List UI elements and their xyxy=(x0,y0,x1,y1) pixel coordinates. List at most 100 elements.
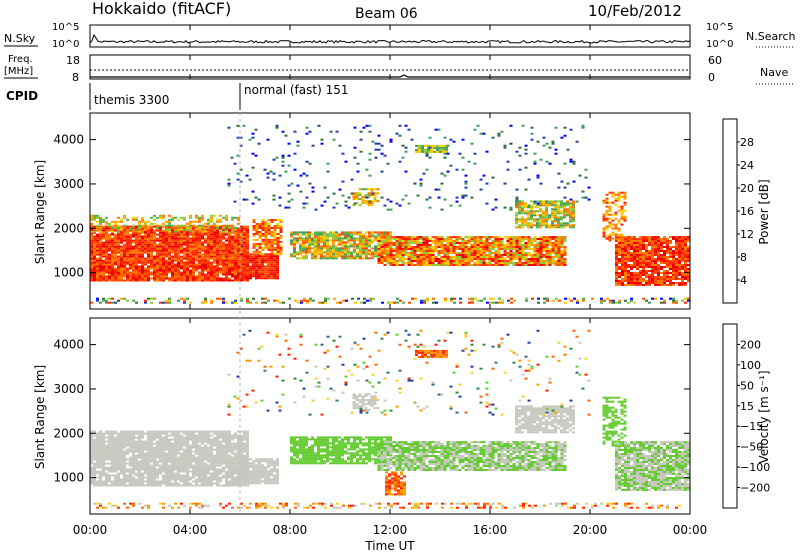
data-cell xyxy=(168,241,171,244)
data-cell xyxy=(536,202,540,205)
data-cell xyxy=(162,275,165,278)
data-cell xyxy=(326,239,329,242)
data-cell xyxy=(377,260,381,262)
data-cell xyxy=(560,136,564,139)
data-cell xyxy=(108,249,111,252)
data-cell xyxy=(347,247,350,250)
data-cell xyxy=(156,251,159,254)
data-cell xyxy=(180,251,183,254)
data-cell xyxy=(627,244,630,246)
data-cell xyxy=(102,448,105,451)
data-cell xyxy=(413,256,417,258)
data-cell xyxy=(117,249,120,252)
data-cell xyxy=(252,242,256,245)
data-cell xyxy=(684,256,687,258)
data-cell xyxy=(398,124,402,127)
data-cell xyxy=(120,265,123,268)
data-cell xyxy=(675,246,678,248)
data-cell xyxy=(350,178,354,181)
data-cell xyxy=(326,233,329,236)
data-cell xyxy=(515,222,518,225)
data-cell xyxy=(554,206,557,209)
data-cell xyxy=(380,170,384,173)
data-cell xyxy=(440,264,444,266)
data-cell xyxy=(536,242,540,244)
data-cell xyxy=(605,235,609,238)
data-cell xyxy=(162,253,165,256)
data-cell xyxy=(657,264,660,266)
data-cell xyxy=(219,243,222,246)
data-cell xyxy=(431,262,435,264)
data-cell xyxy=(159,253,162,256)
data-cell xyxy=(93,214,96,217)
data-cell xyxy=(675,272,678,274)
data-cell xyxy=(455,248,459,250)
data-cell xyxy=(252,219,256,221)
data-cell xyxy=(554,260,558,262)
data-cell xyxy=(539,236,543,239)
data-cell xyxy=(240,279,243,282)
data-cell xyxy=(102,251,105,254)
data-cell xyxy=(554,210,557,213)
data-cell xyxy=(296,233,299,236)
data-cell xyxy=(497,242,501,244)
data-cell xyxy=(675,252,678,254)
data-cell xyxy=(105,474,108,477)
data-cell xyxy=(243,225,246,228)
data-cell xyxy=(201,249,204,252)
data-cell xyxy=(111,440,114,443)
data-cell xyxy=(198,265,201,268)
data-cell xyxy=(467,240,471,242)
data-cell xyxy=(186,235,189,238)
data-cell xyxy=(633,258,636,260)
data-cell xyxy=(518,264,522,266)
data-cell xyxy=(344,233,347,236)
data-cell xyxy=(102,277,105,280)
data-cell xyxy=(117,237,120,240)
data-cell xyxy=(648,250,651,252)
data-cell xyxy=(192,263,195,266)
data-cell xyxy=(621,244,624,246)
data-cell xyxy=(467,262,471,264)
data-cell xyxy=(666,240,669,242)
data-cell xyxy=(254,196,258,199)
data-cell xyxy=(237,245,240,248)
data-cell xyxy=(320,257,323,260)
data-cell xyxy=(120,233,123,236)
data-cell xyxy=(192,267,195,270)
data-cell xyxy=(576,299,579,302)
data-cell xyxy=(135,243,138,246)
data-cell xyxy=(293,241,296,244)
data-cell xyxy=(482,250,486,252)
data-cell xyxy=(539,258,543,260)
data-cell xyxy=(123,247,126,250)
data-cell xyxy=(90,263,93,266)
data-cell xyxy=(117,261,120,264)
data-cell xyxy=(470,246,474,248)
data-cell xyxy=(99,216,102,219)
data-cell xyxy=(398,134,402,137)
data-cell xyxy=(168,279,171,282)
data-cell xyxy=(246,271,249,274)
data-cell xyxy=(560,254,564,256)
data-cell xyxy=(207,255,210,258)
data-cell xyxy=(648,258,651,260)
data-cell xyxy=(90,261,93,264)
data-cell xyxy=(624,252,627,254)
data-cell xyxy=(518,210,521,213)
data-cell xyxy=(264,240,268,243)
data-cell xyxy=(509,256,513,258)
data-cell xyxy=(96,297,99,300)
data-cell xyxy=(114,279,117,282)
data-cell xyxy=(174,251,177,254)
data-cell xyxy=(663,260,666,262)
data-cell xyxy=(171,271,174,274)
data-cell xyxy=(276,299,279,302)
data-cell xyxy=(353,251,356,254)
data-cell xyxy=(299,235,302,238)
data-cell xyxy=(105,251,108,254)
data-cell xyxy=(387,301,390,304)
data-cell xyxy=(389,254,393,256)
data-cell xyxy=(132,269,135,272)
data-cell xyxy=(518,250,522,252)
